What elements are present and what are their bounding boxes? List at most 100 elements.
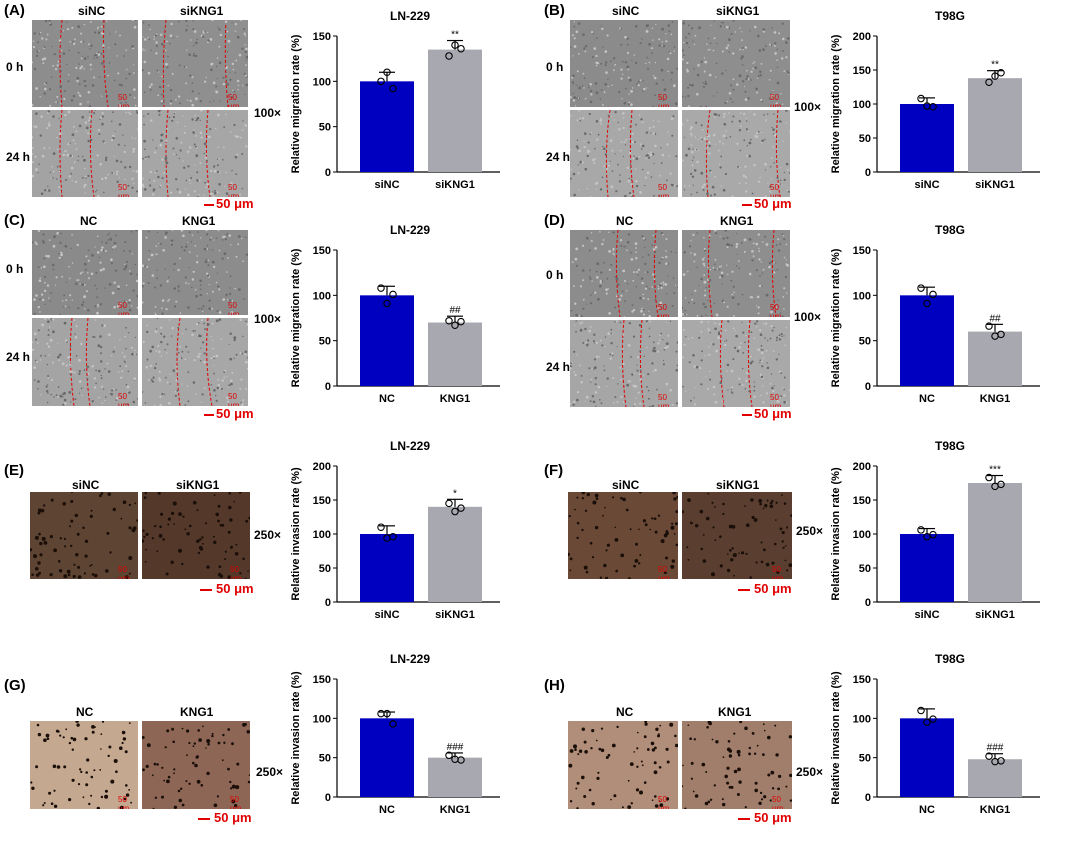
y-tick-label: 150 — [313, 245, 331, 257]
texture-dot — [722, 21, 725, 24]
panel-label: (B) — [544, 2, 565, 19]
texture-dot — [712, 385, 716, 389]
texture-dot — [91, 730, 95, 734]
texture-dot — [155, 41, 158, 44]
texture-dot — [213, 357, 216, 360]
micrograph-invasion: 50 μm — [142, 492, 250, 579]
texture-dot — [590, 196, 592, 197]
texture-dot — [194, 118, 196, 121]
texture-dot — [707, 299, 709, 302]
data-point — [997, 68, 1005, 77]
texture-dot — [570, 362, 572, 364]
texture-dot — [653, 162, 655, 165]
texture-dot — [85, 130, 87, 132]
texture-dot — [764, 45, 767, 48]
texture-dot — [785, 56, 788, 59]
texture-dot — [63, 574, 68, 579]
texture-dot — [580, 321, 583, 324]
texture-dot — [646, 24, 649, 27]
texture-dot — [599, 188, 603, 191]
texture-dot — [241, 47, 244, 50]
texture-dot — [591, 31, 594, 34]
texture-dot — [179, 149, 182, 152]
scale-label: 50 μm — [770, 93, 782, 107]
texture-dot — [671, 304, 674, 307]
texture-dot — [82, 155, 84, 158]
texture-dot — [84, 554, 88, 558]
texture-dot — [218, 158, 220, 160]
texture-dot — [647, 389, 650, 392]
texture-dot — [759, 373, 763, 376]
texture-dot — [728, 754, 733, 758]
texture-dot — [63, 294, 66, 297]
texture-dot — [81, 177, 84, 179]
texture-dot — [224, 558, 227, 561]
texture-dot — [56, 95, 59, 98]
texture-dot — [740, 342, 742, 344]
texture-dot — [101, 122, 104, 126]
texture-dot — [675, 155, 678, 158]
texture-dot — [764, 337, 766, 339]
texture-dot — [83, 68, 85, 70]
texture-dot — [789, 799, 792, 802]
texture-dot — [207, 274, 210, 277]
texture-dot — [222, 159, 224, 161]
texture-dot — [702, 85, 705, 88]
texture-dot — [74, 180, 78, 184]
texture-dot — [624, 61, 628, 64]
texture-dot — [182, 515, 185, 518]
texture-dot — [206, 293, 208, 295]
texture-dot — [767, 735, 771, 740]
texture-dot — [83, 369, 86, 371]
texture-dot — [188, 283, 190, 285]
texture-dot — [105, 396, 107, 398]
texture-dot — [626, 383, 630, 387]
texture-dot — [157, 94, 160, 97]
texture-dot — [105, 156, 108, 159]
texture-dot — [196, 255, 198, 257]
texture-dot — [726, 766, 730, 770]
y-tick-label: 50 — [859, 753, 871, 765]
texture-dot — [671, 184, 674, 187]
texture-dot — [88, 111, 91, 113]
texture-dot — [700, 136, 702, 139]
texture-dot — [126, 403, 129, 406]
texture-dot — [721, 50, 724, 53]
texture-dot — [234, 552, 239, 556]
texture-dot — [95, 271, 98, 274]
texture-dot — [750, 498, 754, 502]
texture-dot — [635, 257, 638, 260]
texture-dot — [122, 500, 127, 504]
texture-dot — [130, 272, 133, 275]
texture-dot — [574, 508, 576, 511]
texture-dot — [783, 335, 785, 337]
texture-dot — [636, 765, 639, 768]
texture-dot — [741, 321, 743, 324]
texture-dot — [753, 381, 755, 383]
texture-dot — [218, 28, 221, 31]
texture-dot — [730, 279, 733, 282]
texture-dot — [570, 402, 572, 405]
texture-dot — [705, 314, 707, 316]
texture-dot — [32, 153, 34, 155]
texture-dot — [660, 162, 663, 164]
texture-dot — [172, 147, 175, 150]
texture-dot — [243, 28, 245, 31]
texture-dot — [202, 725, 204, 728]
texture-dot — [128, 572, 131, 575]
texture-dot — [751, 192, 754, 195]
texture-dot — [701, 258, 705, 261]
bar — [360, 295, 414, 386]
texture-dot — [242, 399, 244, 402]
x-tick-label: siKNG1 — [435, 609, 475, 621]
texture-dot — [684, 807, 687, 809]
magnification-label: 100× — [254, 312, 282, 326]
texture-dot — [682, 313, 684, 316]
texture-dot — [675, 402, 678, 405]
texture-dot — [760, 348, 763, 351]
texture-dot — [770, 310, 773, 314]
texture-dot — [158, 370, 161, 373]
texture-dot — [736, 253, 738, 255]
texture-dot — [661, 27, 664, 31]
texture-dot — [610, 332, 613, 335]
